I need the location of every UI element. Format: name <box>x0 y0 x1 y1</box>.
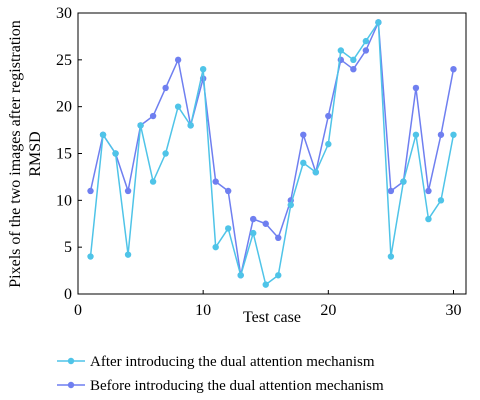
x-tick-label: 10 <box>195 302 211 319</box>
data-point-before <box>262 220 269 227</box>
legend: After introducing the dual attention mec… <box>57 354 384 394</box>
data-point-before <box>325 112 332 120</box>
series-group <box>87 19 457 288</box>
y-tick-label: 25 <box>56 52 72 69</box>
data-point-before <box>212 178 219 185</box>
data-point-after <box>137 122 144 129</box>
data-point-after <box>237 272 244 279</box>
data-point-before <box>275 234 282 241</box>
y-tick-label: 0 <box>64 286 72 303</box>
data-point-before <box>425 187 432 195</box>
data-point-before <box>437 131 445 138</box>
data-point-after <box>250 229 257 237</box>
y-tick-label: 10 <box>56 192 72 209</box>
x-tick-label: 30 <box>445 302 461 319</box>
data-point-after <box>425 215 432 223</box>
data-point-after <box>174 103 182 110</box>
data-point-after <box>375 19 382 26</box>
x-tick-label: 0 <box>74 302 82 319</box>
data-point-before <box>362 47 370 54</box>
legend-item-after: After introducing the dual attention mec… <box>57 354 375 370</box>
data-point-before <box>149 112 157 120</box>
y-axis-title-line-2: RMSD <box>27 131 44 176</box>
legend-swatch-after-marker <box>67 357 75 365</box>
data-point-after <box>437 197 445 204</box>
series-before <box>87 19 457 279</box>
data-point-after <box>412 131 420 138</box>
data-point-after <box>262 281 269 288</box>
series-line-after <box>89 21 455 286</box>
data-point-after <box>287 201 294 209</box>
data-point-before <box>250 215 257 223</box>
data-point-after <box>312 169 320 176</box>
data-point-before <box>300 131 307 138</box>
y-axis-title-line-1: Pixels of the two images after registrat… <box>7 20 24 287</box>
data-point-before <box>87 187 94 195</box>
y-tick-label: 30 <box>56 5 72 22</box>
data-point-after <box>162 150 169 157</box>
series-line-before <box>89 21 455 277</box>
y-tick-label: 15 <box>56 146 72 163</box>
data-point-after <box>450 131 457 138</box>
data-point-after <box>124 251 132 258</box>
x-axis-title: Test case <box>243 309 301 326</box>
legend-label-before: Before introducing the dual attention me… <box>90 378 384 394</box>
y-tick-label: 5 <box>64 239 72 256</box>
data-point-after <box>224 225 232 232</box>
data-point-after <box>187 122 194 129</box>
y-axis-title: Pixels of the two images after registrat… <box>7 20 44 287</box>
data-point-after <box>350 56 357 64</box>
data-point-after <box>387 253 395 260</box>
axes: 0 5 10 15 20 25 30 0 10 20 30 <box>56 5 467 319</box>
data-point-after <box>275 272 282 279</box>
data-point-after <box>99 131 107 138</box>
data-point-before <box>350 66 357 73</box>
data-point-after <box>300 159 307 167</box>
legend-item-before: Before introducing the dual attention me… <box>57 378 384 394</box>
data-point-before <box>124 187 132 195</box>
data-point-after <box>199 66 207 73</box>
data-point-after <box>362 37 370 45</box>
data-point-before <box>174 56 182 64</box>
series-after <box>87 19 457 288</box>
legend-swatch-before-marker <box>67 381 75 389</box>
data-point-after <box>149 178 157 185</box>
data-point-after <box>212 243 219 251</box>
data-point-before <box>412 84 420 92</box>
data-point-after <box>400 178 407 185</box>
data-point-before <box>224 187 232 195</box>
y-tick-label: 20 <box>56 99 72 116</box>
data-point-after <box>337 47 345 54</box>
data-point-after <box>112 150 119 157</box>
data-point-before <box>387 187 395 195</box>
legend-label-after: After introducing the dual attention mec… <box>90 354 375 370</box>
data-point-after <box>87 253 94 260</box>
data-point-before <box>162 84 169 92</box>
data-point-before <box>450 66 457 73</box>
data-point-after <box>325 140 332 148</box>
x-tick-label: 20 <box>320 302 336 319</box>
